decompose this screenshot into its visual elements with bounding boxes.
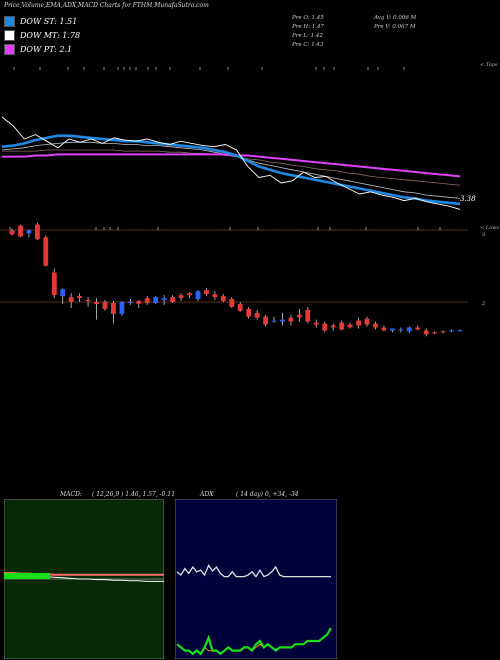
ema-panel: [0, 67, 468, 231]
legend-swatch-icon: [4, 43, 15, 55]
legend-swatch-icon: [4, 15, 15, 27]
candle-body: [339, 322, 345, 330]
prev-close: Pre C: 1.43: [292, 42, 324, 48]
candle-body: [18, 225, 23, 237]
axis-label-2: 2: [481, 301, 485, 307]
candle-body: [85, 300, 91, 301]
ema-line-ema_pt: [2, 153, 461, 178]
candle-body: [43, 237, 49, 266]
candle-body: [440, 331, 446, 333]
candle-body: [449, 330, 454, 332]
adx-title: ADX: [200, 491, 214, 498]
price-panel: [0, 222, 468, 337]
candle-body: [297, 314, 302, 318]
candle-body: [212, 294, 218, 298]
candle-body: [161, 298, 167, 301]
ema-line-ema_long: [2, 149, 461, 186]
prev-high: Pre H: 1.47: [292, 24, 324, 30]
candle-body: [330, 325, 336, 328]
candle-body: [381, 327, 387, 331]
prev-volume: Pre V: 0.067 M: [374, 24, 416, 30]
candle-body: [237, 304, 243, 311]
prev-open: Pre O: 1.45: [292, 15, 324, 21]
adx-panel-background: [175, 499, 337, 659]
legend-item-dow-st: DOW ST: 1.51: [4, 15, 77, 27]
legend-label: DOW MT: 1.78: [20, 30, 81, 40]
plus-di-line: [176, 627, 332, 656]
candle-body: [195, 291, 201, 299]
candle-body: [60, 289, 66, 297]
ema-line-price: [1, 116, 461, 210]
candle-body: [398, 329, 404, 331]
candle-body: [119, 302, 125, 314]
candle-body: [178, 295, 184, 298]
lows-tag: < Lows: [480, 225, 499, 231]
candle-body: [305, 309, 311, 322]
legend-label: DOW ST: 1.51: [20, 16, 78, 26]
candle-body: [26, 230, 32, 234]
adx-line: [176, 564, 331, 578]
candle-body: [9, 230, 15, 235]
candle-body: [170, 297, 175, 302]
candle-body: [144, 298, 150, 303]
candle-body: [271, 320, 277, 322]
candle-body: [406, 327, 412, 332]
candle-body: [35, 224, 40, 240]
legend-label: DOW PT: 2.1: [20, 44, 73, 54]
adx-panel: [175, 499, 337, 659]
candle-body: [280, 319, 285, 322]
candle-body: [187, 293, 192, 296]
candle-body: [347, 324, 353, 328]
top-price-label: 3.38: [460, 195, 476, 203]
candle-body: [111, 303, 116, 314]
prev-low: Pre L: 1.42: [292, 33, 323, 39]
candle-body: [136, 301, 142, 304]
candle-body: [127, 302, 133, 303]
macd-histogram: [4, 573, 50, 579]
legend-item-dow-pt: DOW PT: 2.1: [4, 43, 72, 55]
candle-body: [51, 272, 57, 296]
legend-item-dow-mt: DOW MT: 1.78: [4, 29, 80, 41]
candle-body: [263, 316, 268, 325]
candle-body: [313, 322, 319, 325]
candle-body: [356, 320, 361, 326]
chart-title: Price,Volume,EMA,ADX,MACD Charts for FTH…: [4, 2, 209, 9]
candle-body: [220, 296, 226, 301]
ema-line-ema_short: [1, 134, 461, 206]
avg-volume: Avg V: 0.006 M: [374, 15, 417, 21]
candle-body: [254, 312, 260, 318]
axis-label-3: 3: [482, 232, 485, 238]
candle-body: [373, 323, 378, 328]
tops-tag: < Tops: [480, 62, 498, 68]
candle-body: [94, 302, 99, 304]
candle-body: [77, 296, 82, 299]
macd-params: ( 12,26,9 ) 1.46, 1.57, -0.11: [92, 491, 176, 498]
candle-body: [204, 290, 209, 295]
macd-title: MACD:: [60, 491, 82, 498]
candle-body: [390, 328, 395, 331]
candle-body: [153, 297, 159, 303]
candle-body: [68, 297, 74, 302]
candle-body: [457, 330, 463, 332]
macd-panel: [4, 499, 164, 659]
candle-body: [102, 302, 108, 309]
candle-body: [246, 308, 252, 317]
candle-body: [322, 323, 328, 331]
candle-body: [288, 317, 294, 322]
candle-body: [423, 330, 429, 335]
adx-params: ( 14 day) 0, +34, -34: [236, 491, 299, 498]
candle-body: [432, 332, 437, 334]
candle-body: [229, 299, 235, 307]
candle-body: [364, 318, 370, 325]
candle-body: [415, 327, 421, 330]
legend-swatch-icon: [4, 29, 15, 41]
